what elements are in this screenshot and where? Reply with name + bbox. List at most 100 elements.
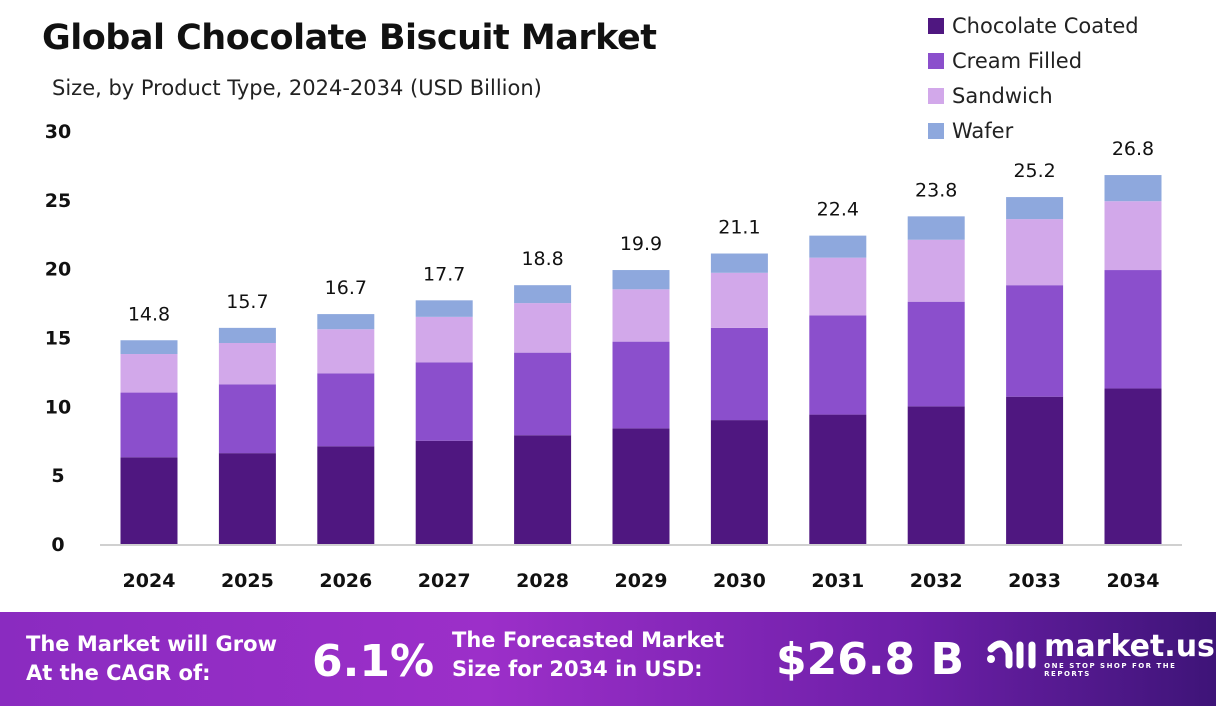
- y-tick-label: 25: [45, 190, 71, 212]
- bar-total-label: 26.8: [1112, 138, 1154, 160]
- x-tick-label: 2024: [123, 570, 176, 592]
- x-tick-label: 2033: [1008, 570, 1061, 592]
- bar-segment-sandwich: [809, 257, 867, 316]
- cagr-value: 6.1%: [312, 636, 435, 687]
- bar-segment-cream-filled: [317, 373, 375, 447]
- legend-label: Wafer: [952, 118, 1014, 143]
- bar-segment-sandwich: [218, 343, 276, 385]
- x-tick-label: 2027: [418, 570, 471, 592]
- x-tick-label: 2034: [1107, 570, 1160, 592]
- cagr-label-line2: At the CAGR of:: [26, 661, 211, 685]
- bar-segment-wafer: [120, 340, 178, 355]
- y-tick-label: 0: [51, 534, 64, 556]
- y-tick-label: 20: [45, 259, 71, 281]
- bar-segment-wafer: [218, 327, 276, 344]
- bar-segment-cream-filled: [1006, 285, 1064, 397]
- bar-segment-cream-filled: [415, 362, 473, 441]
- legend-swatch: [928, 52, 944, 69]
- chart-subtitle: Size, by Product Type, 2024-2034 (USD Bi…: [52, 76, 542, 100]
- bar-segment-chocolate-coated: [907, 406, 965, 544]
- bar-segment-wafer: [1006, 197, 1064, 220]
- bar-segment-wafer: [710, 253, 768, 273]
- bar-segment-sandwich: [120, 354, 178, 393]
- x-tick-label: 2025: [221, 570, 274, 592]
- bar-total-label: 14.8: [128, 303, 170, 325]
- bar-segment-cream-filled: [907, 301, 965, 407]
- x-tick-label: 2028: [516, 570, 569, 592]
- bar-segment-cream-filled: [120, 392, 178, 458]
- x-tick-label: 2031: [811, 570, 864, 592]
- legend-swatch: [928, 87, 944, 104]
- bar-total-label: 17.7: [423, 263, 465, 285]
- legend-item: Chocolate Coated: [928, 8, 1139, 43]
- logo-text: market.us: [1044, 629, 1215, 664]
- bar-segment-sandwich: [710, 272, 768, 328]
- bar-segment-chocolate-coated: [1104, 388, 1162, 544]
- bar-segment-chocolate-coated: [612, 428, 670, 544]
- forecast-label-line1: The Forecasted Market: [452, 628, 725, 652]
- chart-title: Global Chocolate Biscuit Market: [42, 18, 657, 58]
- market-us-logo: market.us ONE STOP SHOP FOR THE REPORTS: [985, 632, 1216, 678]
- bar-segment-chocolate-coated: [415, 440, 473, 544]
- forecast-label-line2: Size for 2034 in USD:: [452, 657, 703, 681]
- bar-segment-chocolate-coated: [514, 435, 572, 544]
- bar-total-label: 16.7: [325, 277, 367, 299]
- bar-segment-wafer: [415, 300, 473, 317]
- legend-label: Sandwich: [952, 83, 1053, 108]
- legend-label: Chocolate Coated: [952, 13, 1139, 38]
- bar-total-label: 19.9: [620, 233, 662, 255]
- y-tick-label: 5: [51, 465, 64, 487]
- bar-segment-cream-filled: [218, 384, 276, 454]
- bar-segment-cream-filled: [809, 315, 867, 415]
- bar-segment-sandwich: [1104, 201, 1162, 271]
- bar-segment-cream-filled: [612, 341, 670, 429]
- y-tick-label: 30: [45, 121, 71, 143]
- forecast-value: $26.8 B: [776, 634, 965, 685]
- legend-item: Cream Filled: [928, 43, 1139, 78]
- bar-total-label: 21.1: [718, 217, 760, 239]
- bar-total-label: 15.7: [226, 291, 268, 313]
- bar-segment-cream-filled: [514, 352, 572, 436]
- market-us-logo-icon: [987, 640, 1036, 669]
- y-tick-label: 15: [45, 328, 71, 350]
- bar-segment-chocolate-coated: [317, 446, 375, 544]
- bar-segment-wafer: [907, 216, 965, 240]
- x-tick-label: 2030: [713, 570, 766, 592]
- bar-total-label: 25.2: [1013, 160, 1055, 182]
- legend-swatch: [928, 122, 944, 139]
- bar-segment-wafer: [1104, 175, 1162, 202]
- bar-segment-chocolate-coated: [809, 414, 867, 544]
- y-tick-label: 10: [45, 396, 71, 418]
- x-tick-label: 2029: [615, 570, 668, 592]
- bar-total-label: 22.4: [817, 199, 859, 221]
- bar-segment-wafer: [809, 235, 867, 258]
- logo-tagline: ONE STOP SHOP FOR THE REPORTS: [1044, 662, 1177, 678]
- bar-total-label: 18.8: [521, 248, 563, 270]
- bar-segment-sandwich: [415, 316, 473, 363]
- x-tick-label: 2032: [910, 570, 963, 592]
- legend-item: Wafer: [928, 113, 1139, 148]
- bar-segment-cream-filled: [1104, 270, 1162, 389]
- legend: Chocolate Coated Cream Filled Sandwich Wafe…: [928, 8, 1139, 148]
- bar-segment-chocolate-coated: [120, 457, 178, 544]
- bar-segment-chocolate-coated: [1006, 396, 1064, 544]
- x-tick-label: 2026: [319, 570, 372, 592]
- bar-segment-sandwich: [612, 289, 670, 342]
- legend-label: Cream Filled: [952, 48, 1083, 73]
- legend-swatch: [928, 17, 944, 34]
- bar-segment-sandwich: [317, 329, 375, 374]
- bar-segment-wafer: [612, 270, 670, 290]
- bar-total-label: 23.8: [915, 179, 957, 201]
- bar-segment-chocolate-coated: [710, 420, 768, 544]
- bar-chart: 05101520253014.8202415.7202516.7202617.7…: [45, 121, 1182, 592]
- bar-segment-wafer: [514, 285, 572, 304]
- cagr-label-line1: The Market will Grow: [26, 632, 277, 656]
- legend-item: Sandwich: [928, 78, 1139, 113]
- bar-segment-cream-filled: [710, 327, 768, 421]
- footer-banner: The Market will Grow At the CAGR of: 6.1…: [0, 612, 1216, 706]
- bar-segment-sandwich: [907, 239, 965, 302]
- bar-segment-sandwich: [1006, 219, 1064, 286]
- bar-segment-chocolate-coated: [218, 453, 276, 544]
- bar-segment-sandwich: [514, 303, 572, 353]
- bar-segment-wafer: [317, 314, 375, 330]
